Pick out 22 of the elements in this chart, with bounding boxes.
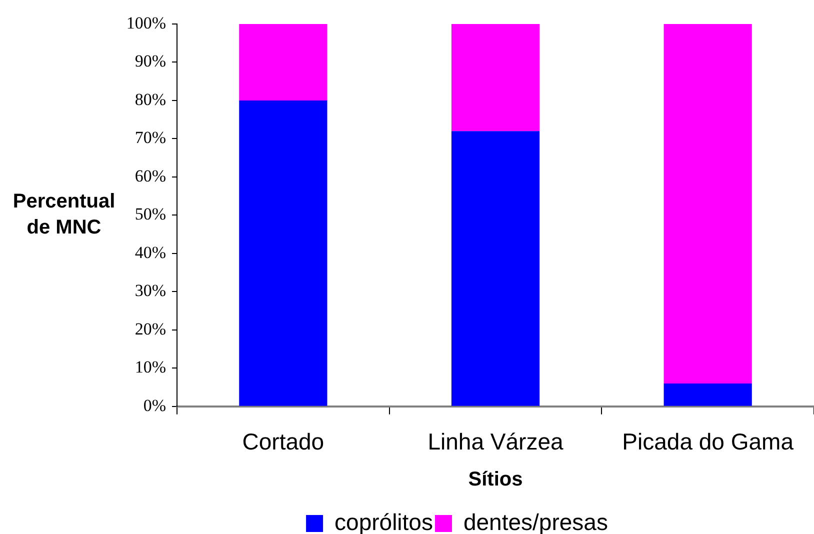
x-axis-title: Sítios: [468, 468, 523, 491]
bar: [239, 24, 328, 100]
y-tick-label: 0%: [143, 396, 166, 415]
y-tick-label: 40%: [134, 242, 166, 262]
y-tick-label: 80%: [134, 90, 166, 109]
x-tick-label: Picada do Gama: [622, 428, 794, 455]
bar: [451, 131, 540, 406]
bar: [239, 100, 328, 406]
bar: [664, 24, 752, 384]
y-tick-label: 60%: [134, 166, 166, 186]
y-tick-label: 70%: [134, 128, 166, 148]
y-axis-title: Percentual de MNC: [12, 190, 116, 239]
y-tick-label: 10%: [134, 358, 166, 377]
y-tick-label: 20%: [134, 319, 166, 338]
bar: [451, 24, 540, 132]
y-tick-label: 50%: [134, 204, 166, 224]
y-tick-label: 100%: [126, 13, 166, 32]
x-tick-label: Linha Várzea: [428, 428, 564, 455]
bar: [664, 383, 752, 406]
y-tick-label: 90%: [134, 52, 166, 71]
x-tick-label: Cortado: [242, 428, 324, 455]
y-tick-label: 30%: [134, 281, 166, 300]
